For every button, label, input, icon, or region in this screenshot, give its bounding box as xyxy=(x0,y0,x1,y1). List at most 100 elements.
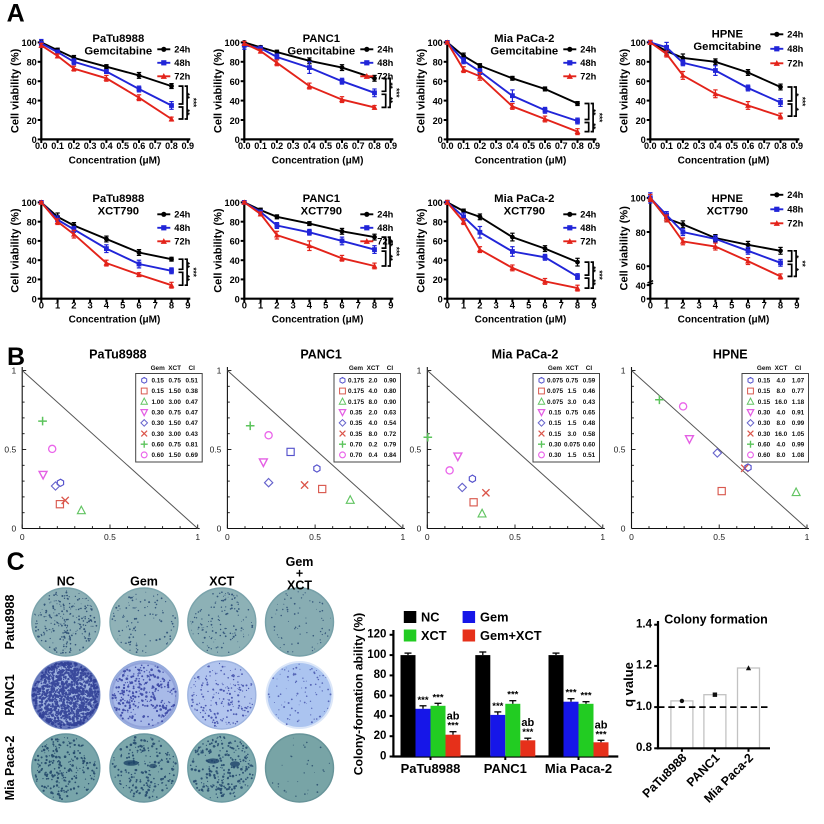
svg-text:0.30: 0.30 xyxy=(758,431,771,438)
svg-text:80: 80 xyxy=(433,58,443,68)
svg-text:0.60: 0.60 xyxy=(151,452,164,459)
svg-text:0.075: 0.075 xyxy=(547,399,563,406)
svg-text:***: *** xyxy=(417,695,428,706)
svg-text:0.0: 0.0 xyxy=(644,141,657,151)
svg-text:0.9: 0.9 xyxy=(790,141,803,151)
svg-text:0.9: 0.9 xyxy=(181,141,194,151)
svg-text:1: 1 xyxy=(805,532,810,542)
svg-text:48h: 48h xyxy=(377,58,393,68)
svg-text:4.0: 4.0 xyxy=(777,441,786,448)
svg-text:1.5: 1.5 xyxy=(568,452,577,459)
svg-text:8.0: 8.0 xyxy=(369,399,378,406)
svg-text:1.5: 1.5 xyxy=(568,420,577,427)
svg-text:0.48: 0.48 xyxy=(583,420,596,427)
svg-text:0.4: 0.4 xyxy=(506,141,520,151)
svg-text:0.60: 0.60 xyxy=(151,441,164,448)
svg-text:ab: ab xyxy=(521,717,534,729)
svg-text:0.75: 0.75 xyxy=(168,378,181,385)
svg-text:0.30: 0.30 xyxy=(151,420,164,427)
svg-text:48h: 48h xyxy=(787,205,803,215)
svg-text:***: *** xyxy=(507,690,518,701)
svg-text:Cell viability (%): Cell viability (%) xyxy=(212,48,224,133)
svg-text:0.30: 0.30 xyxy=(151,431,164,438)
svg-text:9: 9 xyxy=(388,299,393,310)
svg-text:0.4: 0.4 xyxy=(100,141,114,151)
svg-text:0.5: 0.5 xyxy=(319,141,332,151)
svg-text:40: 40 xyxy=(433,96,443,106)
svg-text:0.90: 0.90 xyxy=(384,378,397,385)
svg-text:20: 20 xyxy=(27,275,37,285)
svg-text:***: *** xyxy=(580,691,591,702)
svg-text:8: 8 xyxy=(778,299,783,310)
svg-text:***: *** xyxy=(595,729,606,740)
svg-text:0.5: 0.5 xyxy=(725,141,738,151)
svg-text:Gem: Gem xyxy=(349,365,364,372)
svg-text:0.15: 0.15 xyxy=(758,378,771,385)
svg-text:Cell viability (%): Cell viability (%) xyxy=(618,48,630,133)
svg-text:24h: 24h xyxy=(377,210,393,220)
svg-text:PANC1: PANC1 xyxy=(303,33,340,45)
svg-text:1.00: 1.00 xyxy=(151,399,164,406)
svg-text:3: 3 xyxy=(290,299,295,310)
svg-text:2: 2 xyxy=(680,299,685,310)
svg-text:0: 0 xyxy=(380,750,386,762)
svg-text:CI: CI xyxy=(188,365,195,372)
svg-text:**: ** xyxy=(588,109,597,116)
svg-text:**: ** xyxy=(588,266,597,273)
svg-text:3: 3 xyxy=(87,299,92,310)
svg-text:72h: 72h xyxy=(174,72,190,82)
svg-text:1: 1 xyxy=(664,299,669,310)
svg-text:Gem: Gem xyxy=(130,575,158,589)
svg-text:0.47: 0.47 xyxy=(185,420,198,427)
svg-text:0: 0 xyxy=(621,524,626,534)
svg-text:Colony-formation ability (%): Colony-formation ability (%) xyxy=(352,613,366,776)
svg-text:0: 0 xyxy=(648,299,653,310)
svg-text:0.3: 0.3 xyxy=(693,141,706,151)
svg-text:0.175: 0.175 xyxy=(348,399,364,406)
svg-text:0.0: 0.0 xyxy=(441,141,454,151)
svg-text:XCT: XCT xyxy=(367,365,380,372)
svg-text:0.79: 0.79 xyxy=(384,441,397,448)
svg-text:24h: 24h xyxy=(787,190,803,200)
svg-text:0.9: 0.9 xyxy=(384,141,397,151)
svg-text:XCT: XCT xyxy=(566,365,579,372)
svg-text:ab: ab xyxy=(595,719,608,731)
svg-text:9: 9 xyxy=(185,299,190,310)
svg-text:0: 0 xyxy=(32,295,37,305)
svg-text:0: 0 xyxy=(438,135,443,145)
svg-text:24h: 24h xyxy=(377,45,393,55)
svg-text:60: 60 xyxy=(433,237,443,247)
svg-text:PaTu8988: PaTu8988 xyxy=(92,193,144,205)
svg-text:0.15: 0.15 xyxy=(549,431,562,438)
svg-text:0.47: 0.47 xyxy=(185,409,198,416)
svg-text:***: *** xyxy=(392,247,401,257)
svg-text:0: 0 xyxy=(39,299,44,310)
svg-text:Gemcitabine: Gemcitabine xyxy=(490,46,558,58)
svg-text:*: * xyxy=(791,93,800,97)
svg-text:24h: 24h xyxy=(787,30,803,40)
svg-text:60: 60 xyxy=(636,262,646,272)
svg-text:0.75: 0.75 xyxy=(168,409,181,416)
svg-text:1.50: 1.50 xyxy=(168,452,181,459)
svg-text:100: 100 xyxy=(224,38,239,48)
svg-text:100: 100 xyxy=(21,38,36,48)
svg-text:XCT: XCT xyxy=(775,365,788,372)
svg-text:20: 20 xyxy=(27,116,37,126)
svg-text:A: A xyxy=(7,0,25,28)
svg-text:0.7: 0.7 xyxy=(149,141,162,151)
svg-text:100: 100 xyxy=(21,198,36,208)
svg-text:1.18: 1.18 xyxy=(792,399,805,406)
svg-text:0.15: 0.15 xyxy=(549,420,562,427)
svg-text:3: 3 xyxy=(696,299,701,310)
svg-text:Gemcitabine: Gemcitabine xyxy=(693,41,761,53)
svg-text:0.8: 0.8 xyxy=(636,742,653,754)
svg-text:Mia PaCa-2: Mia PaCa-2 xyxy=(494,33,554,45)
svg-text:7: 7 xyxy=(153,299,158,310)
svg-text:Concentration (μM): Concentration (μM) xyxy=(272,315,364,326)
svg-text:1.4: 1.4 xyxy=(636,619,653,631)
svg-text:2: 2 xyxy=(274,299,279,310)
svg-text:72h: 72h xyxy=(580,237,596,247)
svg-text:0.35: 0.35 xyxy=(350,420,363,427)
svg-text:0.175: 0.175 xyxy=(348,378,364,385)
svg-text:48h: 48h xyxy=(174,223,190,233)
